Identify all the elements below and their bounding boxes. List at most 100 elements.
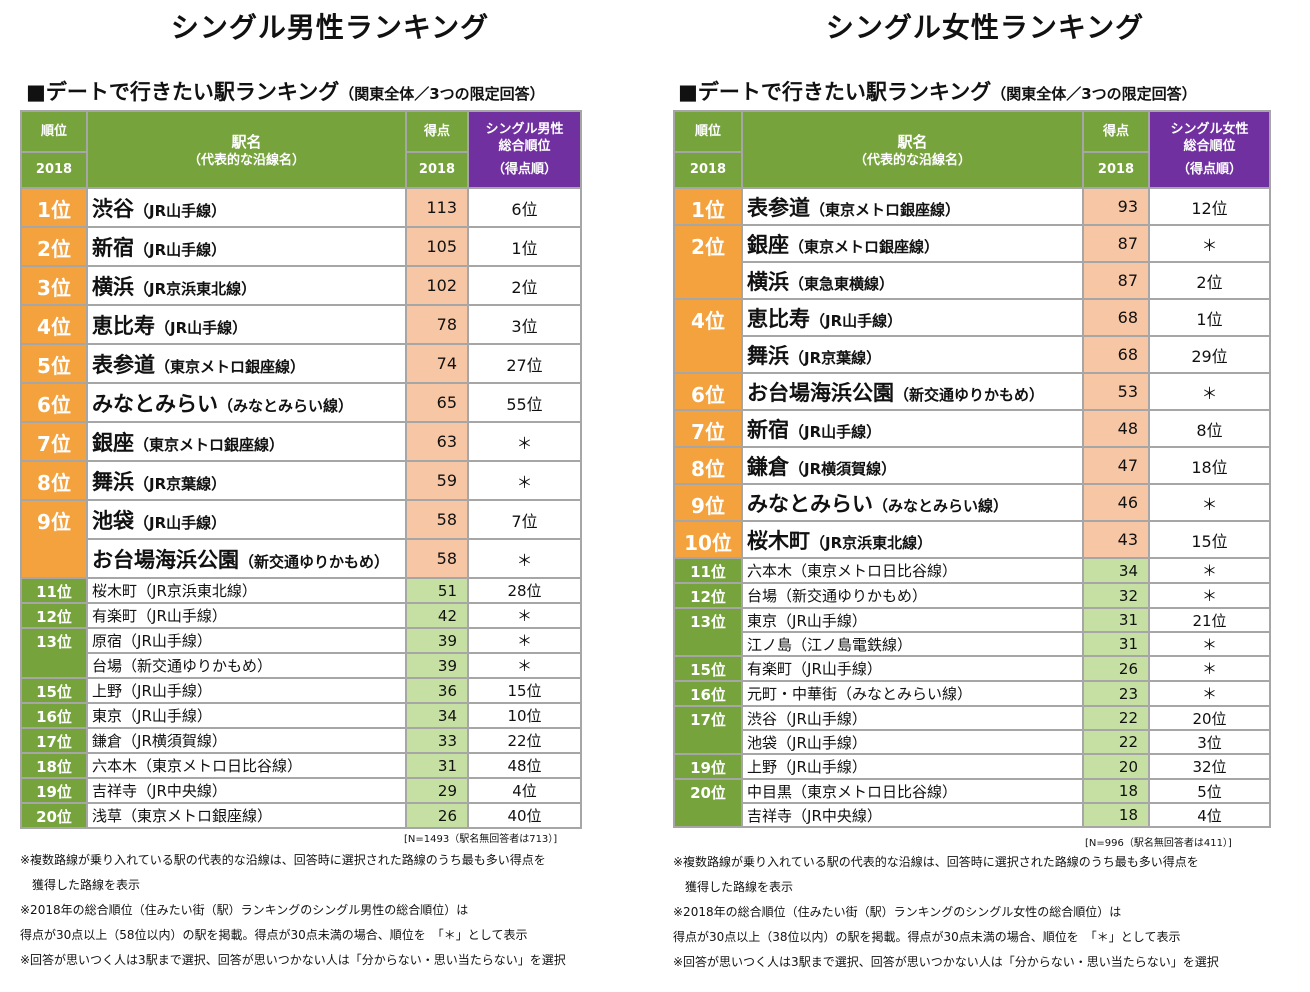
table-row: 吉祥寺（JR中央線） 18 4位	[674, 802, 1271, 828]
rank-year-header: 2018	[673, 151, 743, 189]
score-year-header: 2018	[1082, 151, 1150, 189]
overall-rank-cell: 1位	[467, 226, 582, 267]
overall-rank-cell: 18位	[1148, 446, 1271, 485]
rank-cell: 11位	[20, 577, 88, 604]
score-cell: 39	[405, 652, 469, 679]
table-row: 2位 銀座（東京メトロ銀座線） 87 ＊	[673, 224, 1271, 300]
station-cell: 銀座（東京メトロ銀座線）	[741, 224, 1084, 263]
station-cell: みなとみらい（みなとみらい線）	[86, 382, 407, 423]
table-row: 16位 元町・中華街（みなとみらい線） 23 ＊	[673, 680, 1271, 707]
station-name: 桜木町	[747, 528, 810, 553]
station-name: 銀座	[747, 232, 789, 257]
station-header-sub: （代表的な沿線名）	[187, 152, 305, 168]
line-name: （JR京浜東北線）	[810, 533, 933, 552]
overall-rank-cell: ＊	[467, 421, 582, 462]
table-row: 1位 渋谷（JR山手線） 113 6位	[20, 187, 582, 228]
station-name: 台場	[747, 587, 778, 605]
line-name: （JR中央線）	[137, 782, 227, 800]
female-section-title-sub: （関東全体／3つの限定回答）	[991, 85, 1197, 103]
score-cell: 32	[1082, 582, 1150, 609]
score-cell: 31	[405, 752, 469, 779]
rank-cell: 1位	[20, 187, 88, 228]
female-section-title-main: ■デートで行きたい駅ランキング	[678, 80, 992, 104]
station-cell: 鎌倉（JR横須賀線）	[741, 446, 1084, 485]
footnote-line: 獲得した路線を表示	[673, 880, 794, 894]
overall-rank-cell: ＊	[467, 652, 582, 679]
station-cell: 横浜（JR京浜東北線）	[86, 265, 407, 306]
table-row: 台場（新交通ゆりかもめ） 39 ＊	[21, 652, 582, 679]
overall-rank-cell: 27位	[467, 343, 582, 384]
score-cell: 102	[405, 265, 469, 306]
station-cell: 表参道（東京メトロ銀座線）	[86, 343, 407, 384]
table-row: 9位 池袋（JR山手線） 58 7位	[20, 499, 582, 579]
rank-cell: 11位	[673, 557, 743, 584]
overall-rank-cell: 10位	[467, 702, 582, 729]
line-name: （JR山手線）	[810, 311, 903, 330]
station-cell: 元町・中華街（みなとみらい線）	[741, 680, 1084, 707]
score-cell: 65	[405, 382, 469, 423]
station-name: 鎌倉	[747, 454, 789, 479]
line-name: （JR京葉線）	[789, 348, 882, 367]
station-name: 横浜	[92, 274, 134, 299]
table-row: 7位 銀座（東京メトロ銀座線） 63 ＊	[20, 421, 582, 462]
table-row: 19位 吉祥寺（JR中央線） 29 4位	[20, 777, 582, 804]
station-cell: 江ノ島（江ノ島電鉄線）	[741, 631, 1084, 657]
footnote-line: ※2018年の総合順位（住みたい街（駅）ランキングのシングル男性の総合順位）は	[20, 903, 469, 917]
station-cell: 銀座（東京メトロ銀座線）	[86, 421, 407, 462]
station-cell: 東京（JR山手線）	[741, 607, 1084, 633]
female-panel-title: シングル女性ランキング	[825, 11, 1145, 44]
line-name: （JR山手線）	[122, 707, 212, 725]
table-row: 7位 新宿（JR山手線） 48 8位	[673, 409, 1271, 448]
table-row: 2位 新宿（JR山手線） 105 1位	[20, 226, 582, 267]
overall-rank-cell: 7位	[467, 499, 582, 540]
station-name: 舞浜	[747, 343, 789, 368]
station-name: 恵比寿	[747, 306, 810, 331]
score-year-header: 2018	[405, 151, 469, 189]
footnote-line: ※2018年の総合順位（住みたい街（駅）ランキングのシングル女性の総合順位）は	[673, 905, 1122, 919]
rank-cell: 10位	[673, 520, 743, 559]
overall-rank-cell: ＊	[1148, 655, 1271, 682]
score-cell: 63	[405, 421, 469, 462]
score-cell: 33	[405, 727, 469, 754]
station-cell: 中目黒（東京メトロ日比谷線）	[741, 778, 1084, 804]
station-cell: 桜木町（JR京浜東北線）	[741, 520, 1084, 559]
station-cell: 新宿（JR山手線）	[86, 226, 407, 267]
rank-cell: 8位	[20, 460, 88, 501]
table-row: 舞浜（JR京葉線） 68 29位	[674, 335, 1271, 374]
overall-rank-cell: 12位	[1148, 187, 1271, 226]
score-cell: 22	[1082, 705, 1150, 731]
table-row: 8位 鎌倉（JR横須賀線） 47 18位	[673, 446, 1271, 485]
overall-rank-cell: ＊	[1148, 631, 1271, 657]
station-name: みなとみらい	[747, 491, 873, 516]
line-name: （JR山手線）	[137, 607, 227, 625]
score-cell: 78	[405, 304, 469, 345]
table-row: 17位 鎌倉（JR横須賀線） 33 22位	[20, 727, 582, 754]
station-name: 元町・中華街	[747, 685, 838, 703]
rank-cell: 6位	[20, 382, 88, 423]
score-cell: 58	[405, 499, 469, 540]
line-name: （東京メトロ日比谷線）	[792, 782, 958, 801]
line-name: （東京メトロ銀座線）	[122, 807, 273, 825]
overall-rank-cell: 20位	[1148, 705, 1271, 731]
score-cell: 23	[1082, 680, 1150, 707]
rank-cell: 9位	[673, 483, 743, 522]
station-name: 有楽町	[92, 607, 138, 625]
rank-cell: 2位	[673, 224, 743, 300]
table-row: 13位 東京（JR山手線） 31 21位	[673, 607, 1271, 657]
female-ranking-table: 順位 駅名 （代表的な沿線名） 得点 シングル女性 総合順位 （得点順） 201…	[673, 110, 1271, 828]
overall-rank-cell: 2位	[467, 265, 582, 306]
footnote-line: 得点が30点以上（58位以内）の駅を掲載。得点が30点未満の場合、順位を 「＊」…	[20, 928, 528, 942]
line-name: （みなとみらい線）	[218, 396, 354, 415]
footnote-line: 得点が30点以上（38位以内）の駅を掲載。得点が30点未満の場合、順位を 「＊」…	[673, 930, 1181, 944]
overall-header-l3: （得点順）	[491, 162, 557, 177]
station-name: 銀座	[92, 430, 134, 455]
line-name: （JR京浜東北線）	[134, 279, 257, 298]
station-cell: 舞浜（JR京葉線）	[86, 460, 407, 501]
rank-cell: 4位	[20, 304, 88, 345]
score-cell: 68	[1082, 335, 1150, 374]
line-name: （新交通ゆりかもめ）	[239, 552, 390, 571]
rank-cell: 20位	[673, 778, 743, 828]
station-name: 吉祥寺	[747, 806, 793, 825]
station-cell: 舞浜（JR京葉線）	[741, 335, 1084, 374]
station-cell: 六本木（東京メトロ日比谷線）	[741, 557, 1084, 584]
